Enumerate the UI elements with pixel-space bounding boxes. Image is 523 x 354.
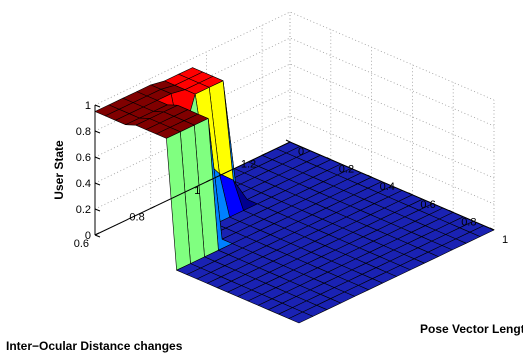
y-tick-mark (150, 205, 155, 209)
y-tick-mark (94, 232, 100, 236)
z-tick-label: 0.8 (76, 126, 91, 138)
z-tick-mark (94, 130, 101, 134)
y-tick-label: 1.2 (241, 158, 256, 170)
y-tick-mark (261, 152, 267, 156)
z-tick-label: 1 (85, 100, 91, 112)
z-tick-label: 0 (85, 230, 91, 242)
axes-box (94, 105, 495, 236)
grid-line-z (94, 115, 495, 210)
x-tick-label: 0.2 (339, 164, 354, 176)
x-tick-mark (448, 209, 454, 213)
x-tick-label: 1 (502, 234, 508, 246)
x-axis-label: Pose Vector Length (420, 322, 523, 336)
grid-line-z (94, 63, 495, 158)
z-tick-mark (94, 208, 101, 212)
z-axis-label: User State (52, 140, 66, 200)
x-tick-label: 0.8 (461, 216, 476, 228)
grid-line-z (94, 89, 495, 184)
y-tick-labels: 0.6 0.8 1 1.2 (74, 152, 267, 250)
grid-line-z (94, 11, 495, 106)
z-tick-label: 0.2 (76, 204, 91, 216)
y-tick-label: 0.6 (74, 238, 89, 250)
z-tick-label: 0.6 (76, 152, 91, 164)
y-tick-label: 1 (194, 185, 200, 197)
surface-face (288, 311, 314, 324)
x-tick-label: 0.6 (420, 199, 435, 211)
x-tick-labels: 0 0.2 0.4 0.6 0.8 1 (285, 139, 508, 246)
x-tick-label: 0 (298, 146, 304, 158)
x-tick-label: 0.4 (380, 181, 395, 193)
x-tick-mark (408, 192, 413, 196)
z-tick-labels: 0 0.2 0.4 0.6 0.8 1 (76, 100, 101, 242)
z-tick-label: 0.4 (76, 178, 91, 190)
x-tick-mark (326, 157, 332, 161)
y-axis-label: Inter−Ocular Distance changes (6, 339, 183, 353)
y-tick-mark (206, 179, 211, 183)
y-axis-line (94, 141, 291, 236)
x-tick-mark (367, 174, 372, 178)
z-tick-mark (94, 234, 101, 238)
y-tick-label: 0.8 (129, 211, 144, 223)
grid-line-z (94, 37, 495, 132)
x-tick-mark (489, 227, 495, 231)
x-axis-line (289, 141, 495, 231)
z-tick-mark (94, 156, 101, 160)
surface-mesh (94, 67, 495, 324)
z-tick-mark (94, 182, 101, 186)
z-tick-mark (94, 104, 101, 108)
x-tick-mark (285, 139, 291, 143)
